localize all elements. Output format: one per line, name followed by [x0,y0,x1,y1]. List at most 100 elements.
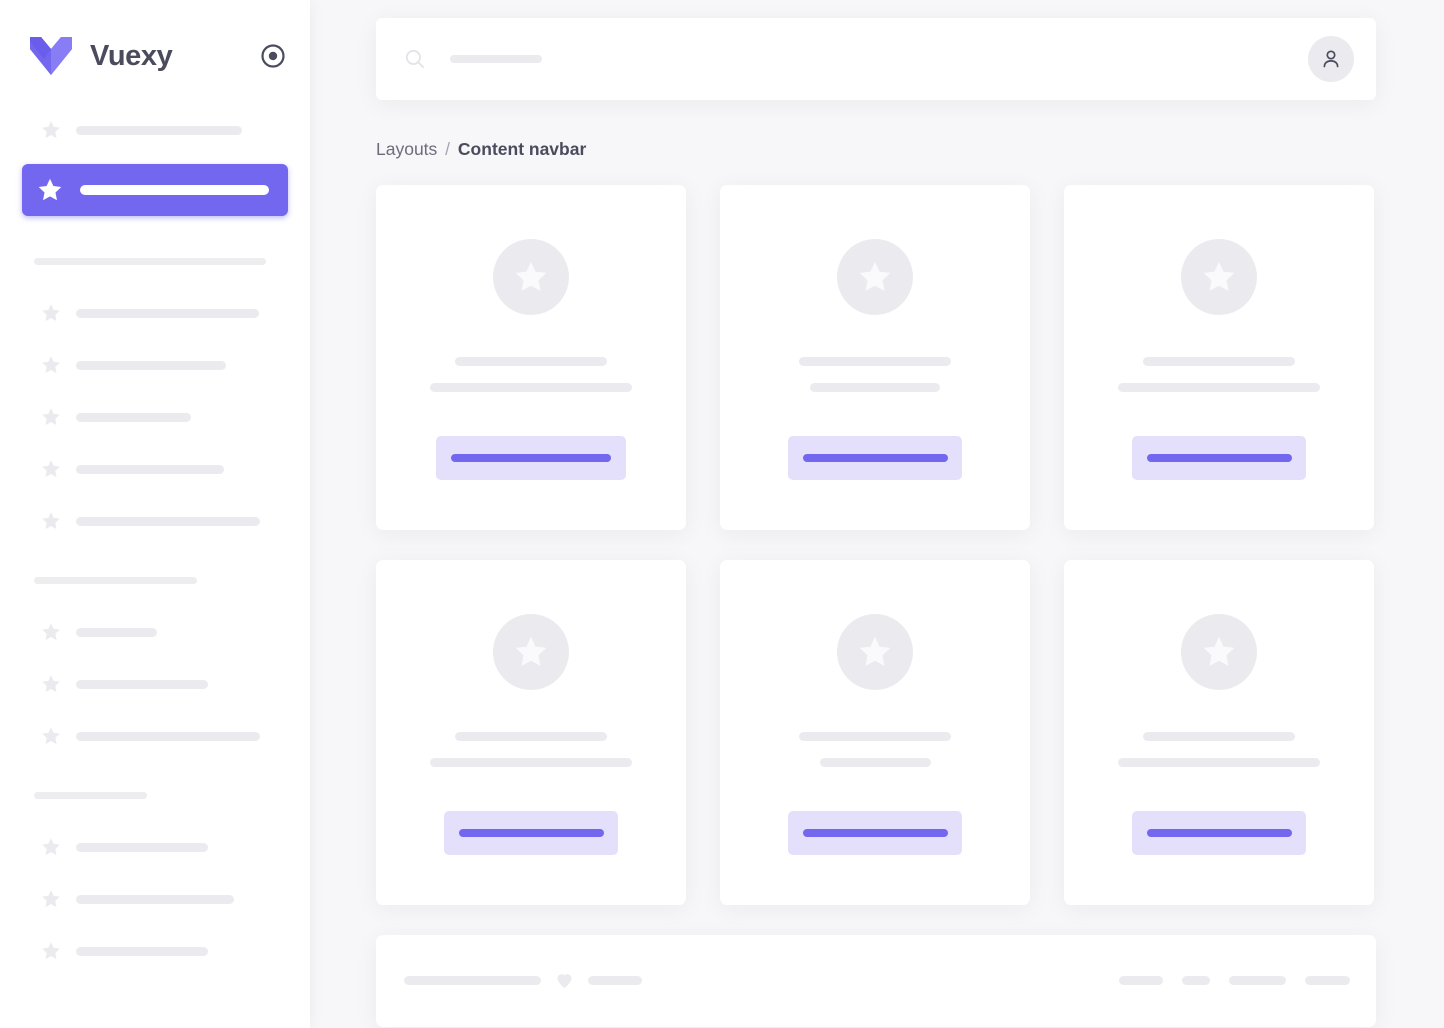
search-input[interactable] [450,55,542,63]
sidebar-group-1 [22,112,288,216]
card-subtitle-skeleton [819,757,931,767]
breadcrumb: Layouts / Content navbar [376,139,1376,159]
star-icon [42,675,60,693]
content-card-5[interactable] [720,559,1030,905]
sidebar-item-10[interactable] [22,718,288,754]
sidebar-item-5-label-skeleton [76,412,191,422]
footer-author-skeleton [588,976,642,985]
sidebar-item-13[interactable] [22,933,288,969]
card-title-skeleton [455,731,607,741]
menu-pin-circle-icon[interactable] [260,43,286,69]
sidebar-item-3[interactable] [22,295,288,331]
card-avatar [1181,238,1257,315]
breadcrumb-separator: / [445,139,451,159]
footer-link-2-skeleton[interactable] [1182,976,1210,985]
card-avatar [837,613,913,690]
footer-left [404,971,642,990]
sidebar-nav [0,112,310,969]
sidebar-item-7-label-skeleton [76,516,260,526]
sidebar-item-5[interactable] [22,399,288,435]
card-action-button[interactable] [788,810,962,855]
card-title-skeleton [799,356,951,366]
content-card-4[interactable] [376,559,686,905]
content-card-1[interactable] [376,184,686,530]
card-avatar [1181,613,1257,690]
user-avatar-icon [1323,50,1339,68]
star-icon [859,636,891,666]
sidebar-item-4-label-skeleton [76,360,226,370]
avatar[interactable] [1308,36,1354,82]
breadcrumb-parent[interactable]: Layouts [376,139,438,159]
card-action-button[interactable] [436,435,626,480]
content-card-6[interactable] [1064,559,1374,905]
card-action-button-label-skeleton [451,453,611,462]
sidebar-item-7[interactable] [22,503,288,539]
sidebar-item-12[interactable] [22,881,288,917]
sidebar-group-2 [22,258,288,539]
card-title-skeleton [1143,731,1295,741]
card-action-button-label-skeleton [1146,453,1292,462]
card-action-button[interactable] [444,810,618,855]
card-subtitle-skeleton [430,382,632,392]
sidebar-item-12-label-skeleton [76,894,234,904]
card-action-button-label-skeleton [458,828,604,837]
footer-panel [376,934,1376,1027]
sidebar-item-2-active[interactable] [22,164,288,216]
sidebar-group-spacer [22,555,288,577]
sidebar-item-13-label-skeleton [76,946,208,956]
sidebar-group-4-header-skeleton [34,792,147,799]
card-avatar [493,238,569,315]
star-icon [42,890,60,908]
card-action-button[interactable] [1132,435,1306,480]
card-action-button-label-skeleton [802,828,948,837]
sidebar-group-4 [22,792,288,969]
sidebar-item-8[interactable] [22,614,288,650]
sidebar-group-spacer [22,236,288,258]
content-navbar [376,18,1376,100]
sidebar-group-3-header-skeleton [34,577,197,584]
sidebar-item-2-label-skeleton [80,185,269,195]
brand-title: Vuexy [90,39,173,72]
content-area: Layouts / Content navbar [310,0,1444,1028]
footer-link-4-skeleton[interactable] [1305,976,1350,985]
card-action-button-label-skeleton [802,453,948,462]
sidebar-group-spacer [22,770,288,792]
sidebar-item-11[interactable] [22,829,288,865]
sidebar-group-3 [22,577,288,754]
star-icon [1203,636,1235,666]
star-icon [38,178,62,201]
footer-link-1-skeleton[interactable] [1119,976,1163,985]
sidebar-item-6[interactable] [22,451,288,487]
card-subtitle-skeleton [430,757,632,767]
star-icon [42,727,60,745]
sidebar-item-4[interactable] [22,347,288,383]
content-card-2[interactable] [720,184,1030,530]
sidebar-item-8-label-skeleton [76,627,157,637]
content-card-3[interactable] [1064,184,1374,530]
star-icon [42,942,60,960]
search-icon[interactable] [404,48,426,70]
star-icon [42,838,60,856]
sidebar-item-1[interactable] [22,112,288,148]
card-title-skeleton [799,731,951,741]
star-icon [42,121,60,139]
star-icon [515,636,547,666]
footer-copyright-skeleton [404,976,541,985]
heart-icon [557,974,572,989]
sidebar-item-1-label-skeleton [76,125,242,135]
card-subtitle-skeleton [1118,382,1320,392]
sidebar-item-11-label-skeleton [76,842,208,852]
card-subtitle-skeleton [1118,757,1320,767]
sidebar-group-2-header-skeleton [34,258,266,265]
card-subtitle-skeleton [810,382,940,392]
star-icon [42,623,60,641]
card-action-button[interactable] [788,435,962,480]
footer-link-3-skeleton[interactable] [1229,976,1286,985]
star-icon [42,460,60,478]
card-action-button-label-skeleton [1146,828,1292,837]
sidebar-item-9[interactable] [22,666,288,702]
star-icon [42,304,60,322]
card-action-button[interactable] [1132,810,1306,855]
card-title-skeleton [455,356,607,366]
